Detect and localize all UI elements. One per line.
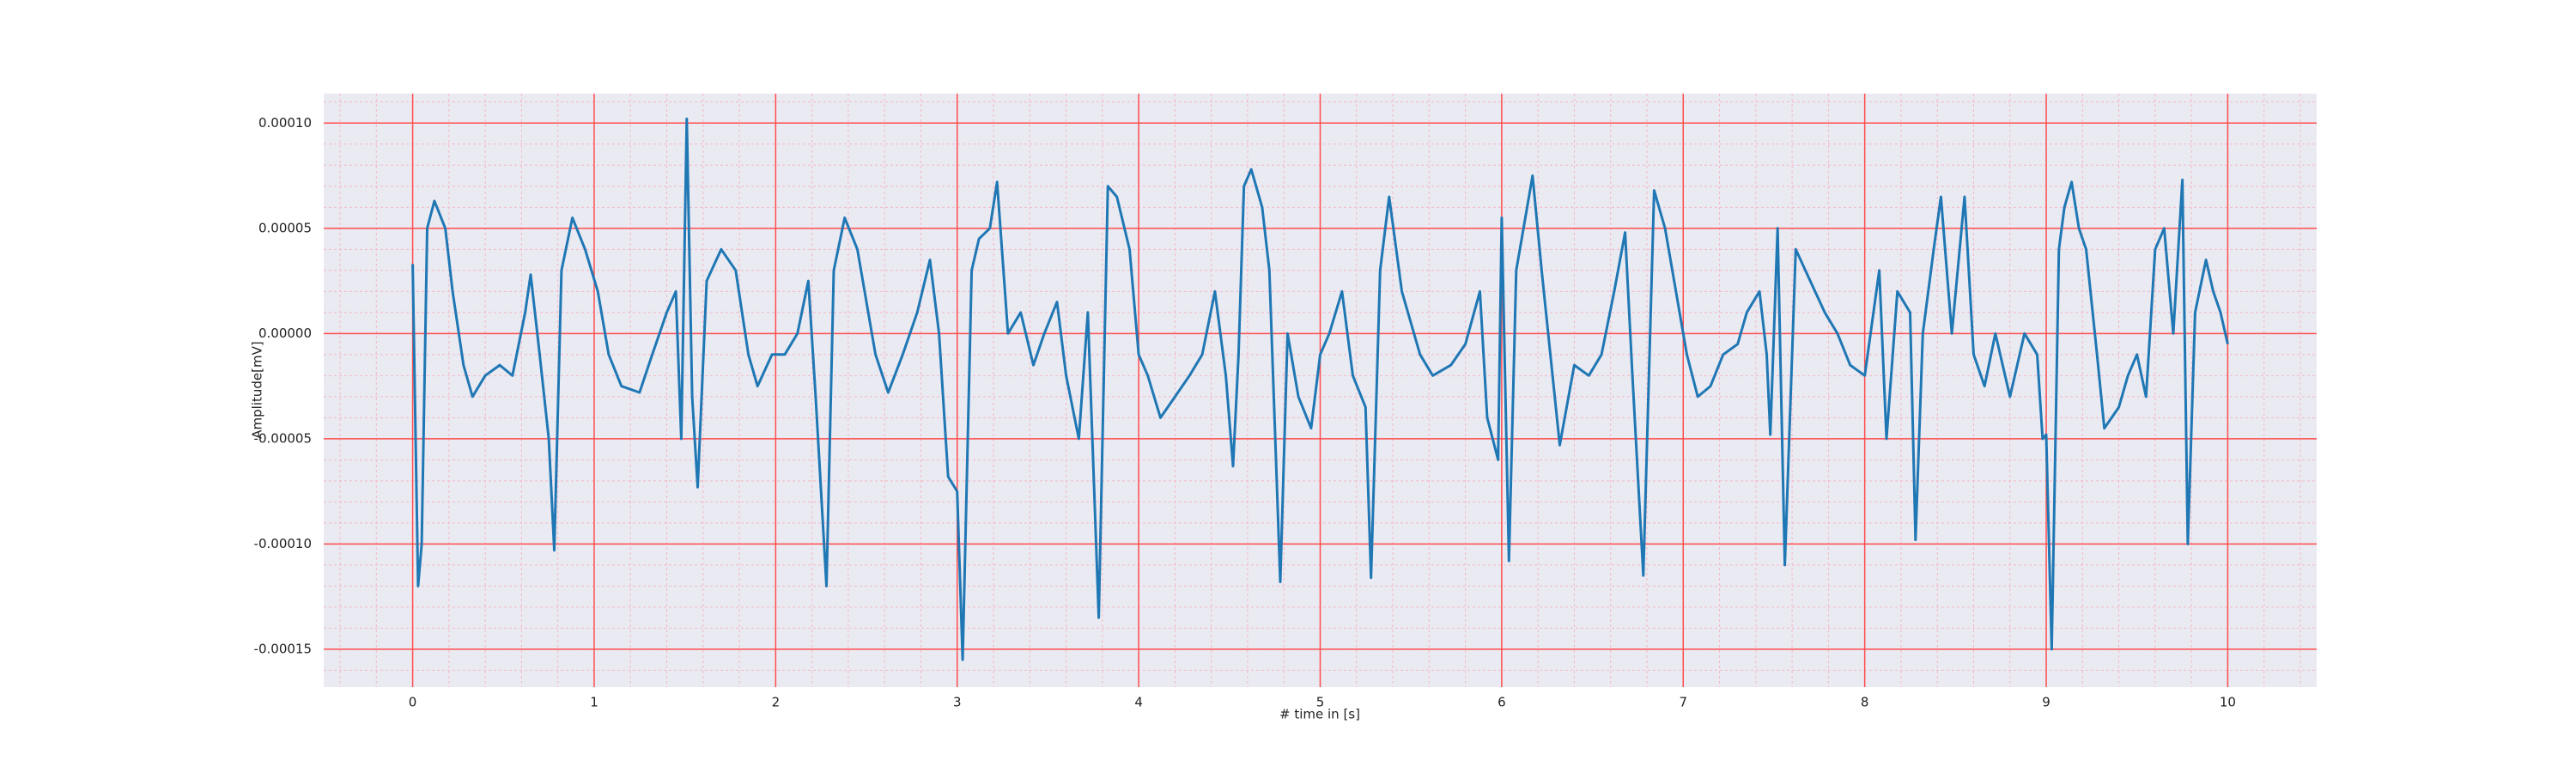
- x-tick-label: 9: [2042, 695, 2050, 710]
- x-tick-label: 3: [953, 695, 962, 710]
- y-tick-label: 0.00010: [258, 115, 312, 131]
- x-tick-label: 0: [409, 695, 417, 710]
- x-axis-label: # time in [s]: [1279, 707, 1360, 722]
- x-tick-label: 2: [772, 695, 781, 710]
- x-tick-label: 5: [1316, 695, 1325, 710]
- y-tick-label: -0.00015: [254, 641, 312, 656]
- x-tick-label: 6: [1498, 695, 1506, 710]
- x-tick-label: 10: [2220, 695, 2236, 710]
- grid: [324, 94, 2317, 687]
- x-tick-label: 8: [1861, 695, 1869, 710]
- y-tick-label: 0.00000: [258, 326, 312, 341]
- y-tick-label: 0.00005: [258, 220, 312, 235]
- x-tick-label: 4: [1134, 695, 1143, 710]
- x-tick-label: 7: [1679, 695, 1687, 710]
- x-tick-label: 1: [590, 695, 598, 710]
- y-axis-label: Amplitude[mV]: [250, 341, 265, 438]
- signal-line: [411, 117, 2229, 661]
- y-tick-label: -0.00005: [254, 430, 312, 446]
- y-tick-label: -0.00010: [254, 536, 312, 551]
